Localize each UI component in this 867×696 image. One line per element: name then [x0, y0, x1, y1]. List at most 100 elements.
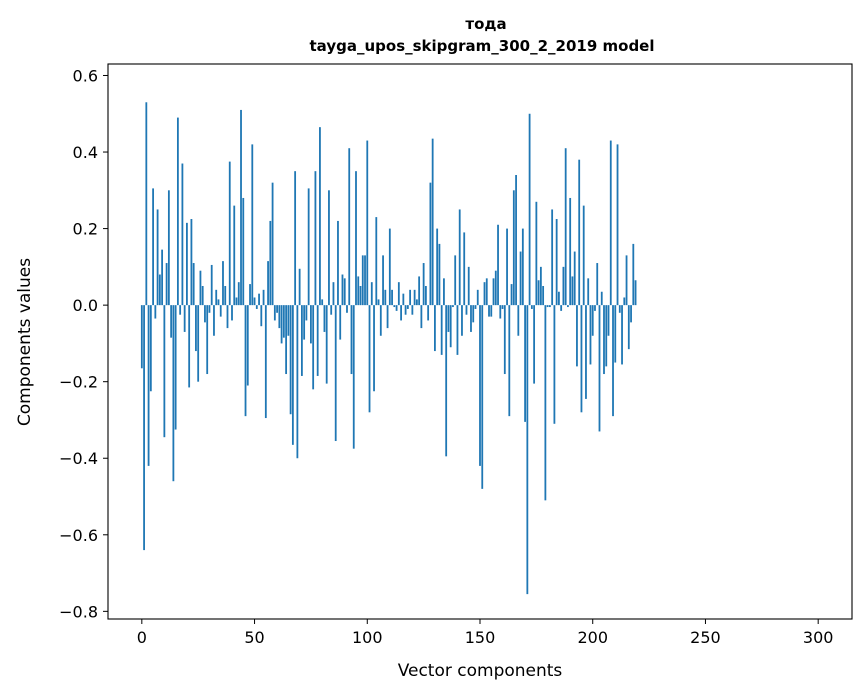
bar-77 — [314, 171, 317, 306]
bar-179 — [544, 305, 547, 501]
bar-178 — [542, 286, 545, 306]
bar-55 — [264, 305, 267, 419]
bar-10 — [163, 305, 166, 438]
bar-114 — [397, 282, 400, 306]
y-tick-label: 0.0 — [73, 296, 98, 315]
bar-100 — [366, 140, 369, 306]
bar-78 — [316, 305, 319, 376]
bar-201 — [594, 305, 596, 311]
bar-31 — [210, 264, 213, 306]
bar-52 — [258, 293, 260, 306]
bar-186 — [560, 305, 563, 311]
x-tick-label: 50 — [244, 628, 264, 647]
bar-197 — [585, 305, 587, 399]
bar-121 — [413, 289, 416, 306]
bar-21 — [188, 305, 191, 388]
bar-86 — [334, 305, 337, 442]
bar-59 — [273, 305, 276, 321]
bar-13 — [170, 305, 173, 338]
y-tick-label: −0.8 — [59, 602, 98, 621]
bar-202 — [596, 263, 599, 306]
bar-83 — [328, 190, 330, 306]
bar-19 — [183, 305, 186, 332]
bar-124 — [420, 305, 423, 329]
x-axis-label: Vector components — [398, 661, 563, 681]
bar-15 — [174, 305, 177, 430]
bar-175 — [535, 201, 538, 306]
bar-153 — [485, 278, 488, 306]
bar-162 — [506, 228, 508, 306]
x-tick-label: 300 — [803, 628, 834, 647]
bar-79 — [319, 127, 321, 306]
bar-33 — [215, 289, 218, 306]
bar-133 — [440, 305, 443, 355]
bar-87 — [337, 220, 339, 306]
bar-210 — [614, 305, 617, 363]
bar-28 — [204, 305, 206, 323]
bar-46 — [244, 305, 247, 417]
bar-198 — [587, 278, 590, 306]
x-axis: 0 50 100 150 200 250 300 — [137, 619, 834, 647]
bar-111 — [391, 289, 393, 306]
bar-145 — [467, 266, 470, 306]
bar-195 — [580, 305, 583, 413]
bar-2 — [145, 102, 148, 306]
bar-160 — [501, 305, 504, 309]
bar-192 — [573, 251, 576, 306]
bar-219 — [634, 280, 637, 306]
bar-6 — [154, 305, 157, 319]
bar-27 — [201, 286, 204, 306]
bar-167 — [517, 305, 520, 336]
bar-135 — [445, 305, 448, 457]
bar-123 — [418, 276, 421, 306]
y-tick-label: 0.2 — [73, 220, 98, 239]
bar-103 — [373, 305, 375, 392]
bar-158 — [497, 224, 499, 306]
bar-129 — [431, 138, 434, 306]
bar-44 — [240, 109, 242, 306]
bar-193 — [576, 305, 578, 367]
bar-38 — [226, 305, 229, 329]
bar-63 — [282, 305, 285, 338]
bar-95 — [355, 171, 357, 306]
bar-11 — [165, 263, 168, 306]
bar-102 — [370, 282, 373, 306]
bar-147 — [472, 305, 475, 323]
bar-76 — [312, 305, 315, 390]
bar-206 — [605, 305, 608, 367]
bar-207 — [607, 305, 610, 336]
bar-93 — [350, 305, 353, 375]
chart-title: тода — [465, 15, 506, 33]
bar-101 — [368, 305, 371, 413]
x-tick-label: 100 — [352, 628, 383, 647]
bar-209 — [612, 305, 614, 417]
bar-148 — [474, 305, 477, 309]
bar-48 — [249, 284, 251, 306]
bar-81 — [323, 305, 326, 332]
bar-181 — [548, 305, 551, 308]
y-tick-label: −0.6 — [59, 526, 98, 545]
bar-183 — [553, 305, 556, 424]
bar-53 — [260, 305, 263, 327]
bar-118 — [406, 305, 409, 309]
bar-99 — [364, 255, 366, 306]
bar-213 — [621, 305, 623, 365]
bar-155 — [490, 305, 493, 317]
bar-62 — [280, 305, 283, 344]
bar-70 — [298, 268, 301, 306]
bar-190 — [569, 197, 572, 306]
bar-9 — [161, 249, 164, 306]
bar-211 — [616, 144, 619, 306]
bar-112 — [393, 305, 396, 308]
x-tick-label: 0 — [137, 628, 147, 647]
bar-73 — [305, 305, 308, 321]
bar-149 — [476, 289, 479, 306]
bar-156 — [492, 278, 495, 306]
bar-205 — [603, 305, 605, 375]
bar-127 — [427, 305, 430, 321]
bar-204 — [600, 291, 603, 306]
x-tick-label: 250 — [690, 628, 721, 647]
bar-68 — [294, 171, 297, 306]
bar-66 — [289, 305, 292, 415]
